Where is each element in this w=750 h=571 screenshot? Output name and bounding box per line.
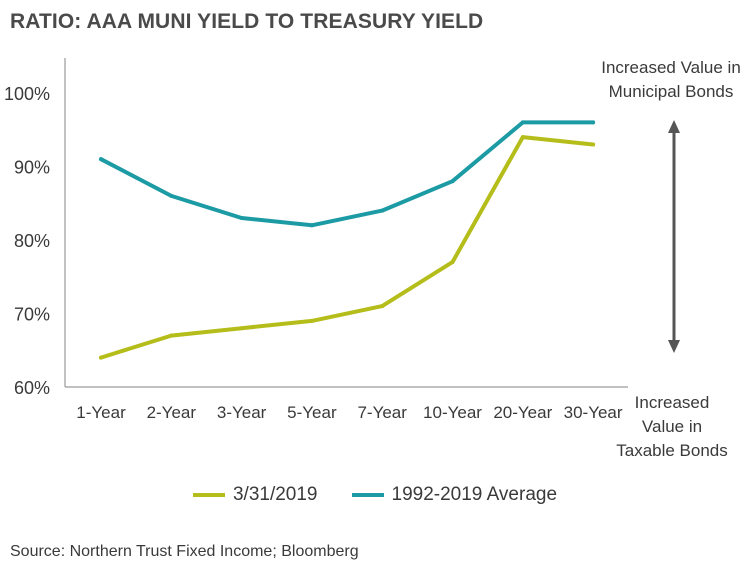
x-tick-label: 5-Year	[287, 403, 337, 422]
x-tick-label: 10-Year	[423, 403, 482, 422]
series-line-1	[99, 120, 596, 228]
data-point	[450, 260, 455, 265]
legend-swatch-current	[192, 493, 225, 497]
y-tick-label: 80%	[14, 231, 50, 251]
data-point	[169, 333, 174, 338]
y-tick-label: 100%	[4, 84, 50, 104]
x-tick-label: 2-Year	[147, 403, 197, 422]
legend-label-average: 1992-2019 Average	[391, 484, 558, 505]
annotation-line: Municipal Bonds	[608, 82, 734, 101]
annotation-line: Value in	[641, 417, 703, 436]
x-tick-label: 1-Year	[76, 403, 126, 422]
annotation-municipal-value: Increased Value in Municipal Bonds	[596, 56, 746, 104]
data-point	[239, 215, 244, 220]
data-point	[591, 120, 596, 125]
data-point	[520, 135, 525, 140]
source-note: Source: Northern Trust Fixed Income; Blo…	[10, 543, 359, 560]
y-tick-label: 90%	[14, 158, 50, 178]
annotation-line: Taxable Bonds	[616, 441, 728, 460]
data-point	[450, 179, 455, 184]
legend-item-average: 1992-2019 Average	[351, 484, 558, 506]
x-tick-label: 7-Year	[357, 403, 407, 422]
y-tick-label: 60%	[14, 378, 50, 398]
data-point	[99, 157, 103, 162]
chart-legend: 3/31/2019 1992-2019 Average	[0, 484, 750, 506]
data-point	[520, 120, 525, 125]
x-tick-label: 30-Year	[564, 403, 623, 422]
legend-item-current: 3/31/2019	[192, 484, 318, 506]
data-point	[309, 223, 314, 228]
data-point	[99, 355, 103, 360]
arrow-up-head	[668, 120, 680, 133]
data-point	[591, 142, 596, 147]
data-point	[380, 208, 385, 213]
data-point	[239, 326, 244, 331]
data-point	[380, 304, 385, 309]
annotation-line: Increased	[634, 393, 710, 412]
y-tick-label: 70%	[14, 305, 50, 325]
annotation-line: Increased Value in	[601, 58, 741, 77]
x-tick-label: 20-Year	[493, 403, 552, 422]
arrow-down-head	[668, 340, 680, 353]
series-line-0	[99, 135, 596, 360]
legend-swatch-average	[351, 493, 384, 497]
x-tick-label: 3-Year	[217, 403, 267, 422]
data-point	[309, 318, 314, 323]
annotation-taxable-value: Increased Value in Taxable Bonds	[602, 391, 742, 463]
chart-title: RATIO: AAA MUNI YIELD TO TREASURY YIELD	[10, 10, 484, 33]
legend-label-current: 3/31/2019	[232, 484, 318, 505]
data-point	[169, 193, 174, 198]
